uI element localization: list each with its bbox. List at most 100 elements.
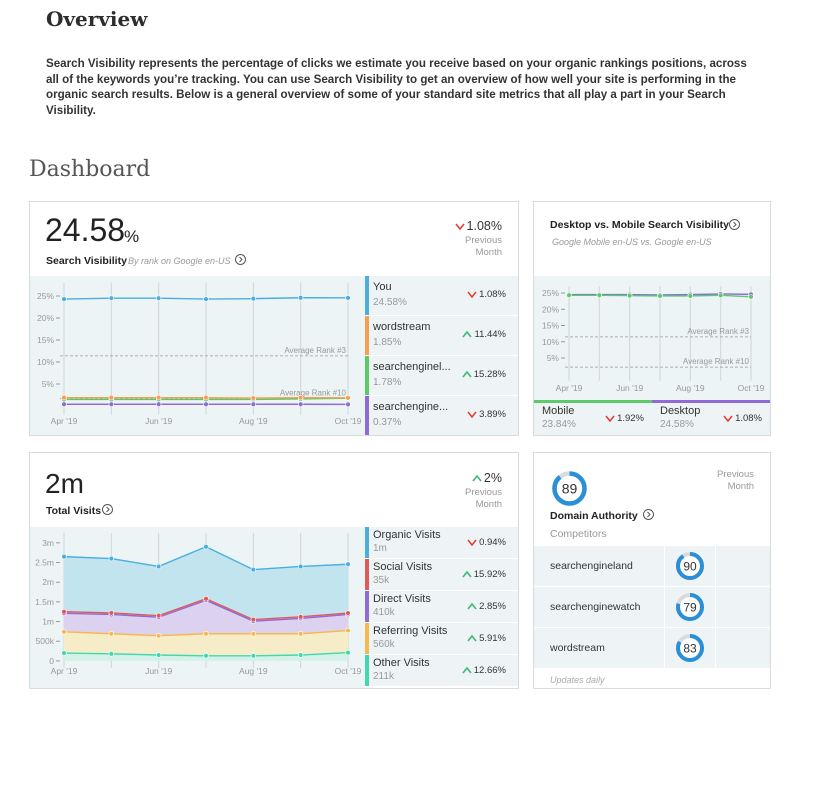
competitor-ring: 79 [676,593,704,621]
dashboard-title: Dashboard [29,157,151,182]
arrow-shape [462,666,472,674]
data-point [297,614,304,620]
data-point [297,394,304,401]
chart: 0 500k 1m 1.5m 2m 2.5m 3m Apr '19 Jun '19 Aug '19… [30,527,365,688]
data-point [203,596,209,602]
series-area [64,546,348,620]
y-tick-label: 2m [42,577,54,587]
data-point [155,633,162,639]
ring-value [676,634,704,662]
change-value: 2.85% [479,601,506,612]
competitor-row [534,628,770,668]
big-unit: % [124,227,140,246]
reference-label: Average Rank #3 [284,346,346,355]
arrow-shape [462,370,472,378]
data-point [61,401,67,407]
data-point [61,553,67,560]
info-icon [729,219,740,230]
data-point [155,652,162,658]
data-point [250,395,257,401]
series-area [64,600,348,636]
card-title: Desktop vs. Mobile Search Visibility [550,219,729,231]
legend-name: Social Visits [373,561,433,573]
page-title: Overview [46,7,148,31]
competitor-divider [664,628,665,668]
competitors-label: Competitors [550,528,607,540]
change: 12.66% [462,665,506,676]
data-point [108,610,115,616]
data-point [61,629,67,635]
data-point [203,296,209,302]
data-point [748,294,754,300]
legend-color [365,527,369,558]
competitor-divider [664,546,665,586]
info-icon [235,254,246,265]
legend-row [365,559,518,590]
data-point [345,627,351,634]
legend-value: 23.84% [542,419,576,430]
page-description: Search Visibility represents the percent… [46,57,747,117]
y-tick-label: 25% [37,291,54,301]
data-point [155,394,162,401]
change-arrow [605,415,615,423]
legend-color [365,623,369,654]
arrow-shape [462,330,473,338]
data-point [108,394,115,401]
legend-row [365,316,518,355]
data-point [297,295,304,301]
y-tick-label: 1m [42,617,54,627]
legend-color [365,276,369,315]
data-point [155,295,162,301]
y-tick-label: 20% [37,313,54,323]
y-tick-label: 10% [542,337,559,347]
metric-sublabel: By rank on Google en-US [128,256,231,266]
legend-row [365,276,518,315]
x-tick-label: Apr '19 [556,383,583,393]
reference-label: Average Rank #10 [683,357,750,366]
icon-ring [729,219,740,230]
change: 1.92% [605,413,644,424]
data-point [687,293,694,299]
icon-arrow [647,511,651,518]
change-arrow [472,474,482,481]
big-value: 24.58 [45,212,126,248]
legend-name: You [373,281,392,293]
change-value: 2% [483,471,502,485]
legend-value: 1.78% [373,377,402,388]
series-area [64,630,348,656]
y-tick-label: 25% [542,288,559,298]
arrow-shape [472,474,482,481]
previous-month: Previous Month [465,487,502,510]
authority-ring: 89 [551,470,587,506]
data-point [250,566,257,573]
footnote: Updates daily [550,675,605,685]
data-point [345,610,351,616]
legend-cell [534,400,652,435]
y-tick-label: 0 [49,656,54,666]
competitor-name: wordstream [550,642,605,654]
legend-row [365,356,518,395]
data-point [155,612,162,619]
change-arrow [467,539,477,547]
data-point [345,295,351,301]
reference-label: Average Rank #10 [280,389,347,398]
data-point [345,561,351,567]
change: 5.91% [467,633,506,644]
data-point [345,401,351,408]
change-value: 3.89% [479,409,506,420]
y-tick-label: 10% [37,357,54,367]
change-arrow [723,415,733,423]
ring-value [676,593,704,621]
data-point [297,563,304,570]
y-tick-label: 500k [36,636,55,646]
change-value: 12.66% [473,665,506,676]
change-arrow [462,570,472,578]
change-value: 15.28% [473,369,506,380]
data-point [108,295,115,301]
legend-name: wordstream [373,321,431,333]
data-point [203,544,209,550]
arrow-shape [462,570,472,578]
competitor-ring: 83 [676,634,704,662]
legend-name: Organic Visits [373,529,441,541]
data-point [155,401,162,407]
